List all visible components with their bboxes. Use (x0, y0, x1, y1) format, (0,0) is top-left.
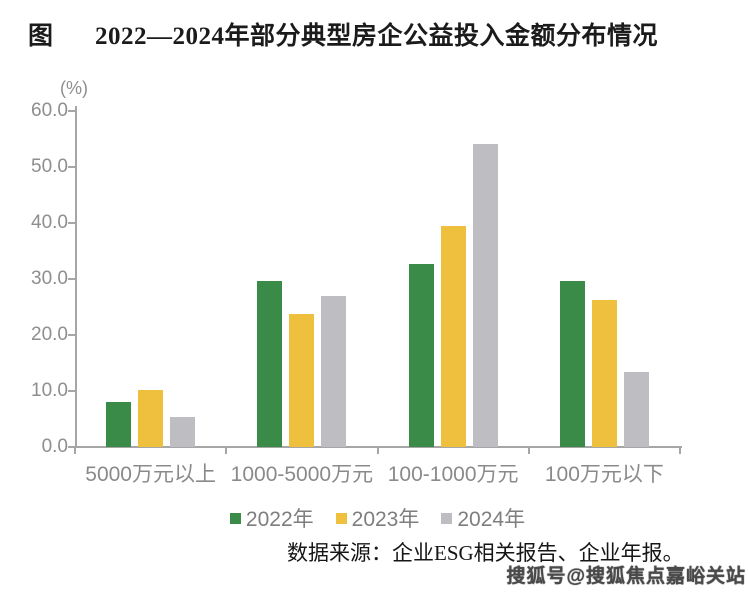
y-axis-line (75, 106, 77, 448)
x-tick-mark (527, 446, 530, 454)
legend-item-2024年: 2024年 (441, 503, 525, 533)
bar-2024年-100万元以下 (623, 371, 649, 447)
y-tick-label: 30.0 (31, 268, 68, 289)
y-tick-label: 50.0 (31, 156, 68, 177)
x-tick-mark (225, 446, 228, 454)
y-tick-mark (68, 110, 76, 112)
y-axis-unit-label: (%) (60, 78, 88, 98)
legend-swatch-icon (441, 512, 453, 524)
y-tick-mark (68, 446, 76, 448)
x-axis-label: 5000万元以上 (85, 463, 216, 486)
legend-label: 2024年 (457, 508, 526, 531)
x-axis-label: 1000-5000万元 (230, 463, 374, 486)
legend-item-2022年: 2022年 (229, 503, 314, 533)
y-tick-mark (68, 222, 76, 224)
y-tick-label: 20.0 (31, 324, 68, 345)
y-tick-mark (68, 166, 76, 168)
figure-title: 2022—2024年部分典型房企公益投入金额分布情况 (95, 23, 659, 50)
x-axis-line (75, 446, 682, 448)
bar-2024年-5000万元以上 (170, 416, 196, 447)
bar-2022年-5000万元以上 (106, 402, 132, 447)
sohu-watermark: 搜狐号@搜狐焦点嘉峪关站 (506, 566, 746, 587)
bar-2023年-5000万元以上 (138, 389, 164, 447)
legend-label: 2022年 (245, 508, 314, 531)
y-tick-mark (68, 334, 76, 336)
y-tick-label: 60.0 (31, 100, 68, 121)
bar-2022年-1000-5000万元 (257, 281, 283, 447)
bar-2024年-1000-5000万元 (321, 295, 347, 447)
y-tick-label: 40.0 (31, 212, 68, 233)
legend-swatch-icon (335, 512, 347, 524)
x-tick-mark (74, 446, 76, 454)
legend-label: 2023年 (351, 508, 420, 531)
bar-2023年-100万元以下 (591, 299, 617, 447)
legend-swatch-icon (229, 512, 241, 524)
x-axis-label: 100万元以下 (544, 463, 664, 486)
bar-2022年-100-1000万元 (408, 264, 434, 447)
y-tick-label: 10.0 (31, 380, 68, 401)
y-tick-mark (68, 278, 76, 280)
bar-2024年-100-1000万元 (472, 144, 498, 447)
legend-item-2023年: 2023年 (335, 503, 420, 533)
bar-2022年-100万元以下 (559, 281, 585, 447)
x-tick-mark (376, 446, 379, 454)
y-tick-mark (68, 390, 76, 392)
data-source-note: 数据来源：企业ESG相关报告、企业年报。 (287, 541, 684, 565)
x-axis-label: 100-1000万元 (387, 463, 519, 486)
x-tick-mark (679, 446, 681, 454)
bar-2023年-100-1000万元 (440, 225, 466, 447)
bar-2023年-1000-5000万元 (289, 314, 315, 447)
figure-label: 图 (28, 23, 54, 50)
chart-legend: 2022年 2023年 2024年 (75, 503, 680, 533)
y-tick-label: 0.0 (41, 436, 68, 457)
